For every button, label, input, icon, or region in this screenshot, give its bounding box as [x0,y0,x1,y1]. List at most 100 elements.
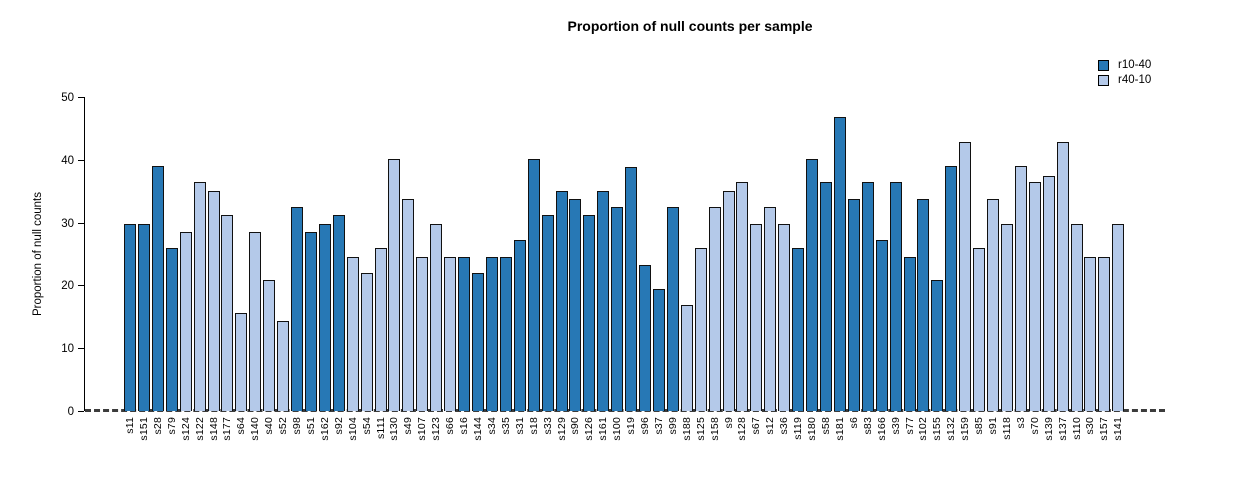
bar-s159 [959,142,972,411]
bar-s104 [346,257,359,411]
x-label-s144: s144 [472,417,484,441]
bar-s181 [833,117,846,411]
x-label-s30: s30 [1084,417,1097,435]
x-label-s52: s52 [277,417,290,435]
x-label-s70: s70 [1028,417,1041,435]
x-label-s148: s148 [207,417,220,441]
x-label-s99: s99 [666,417,679,435]
bar-s12 [764,206,777,411]
x-label-s3: s3 [1014,417,1027,429]
bar-s99 [666,206,679,411]
x-label-s40: s40 [263,417,276,435]
x-label-s130: s130 [388,417,401,441]
legend-item-r40-10: r40-10 [1098,73,1151,88]
bar-s54 [360,272,373,411]
x-label-s162: s162 [318,417,331,441]
x-label-s79: s79 [165,417,178,435]
x-label-s100: s100 [611,417,624,441]
legend-label-r40-10: r40-10 [1118,74,1152,86]
x-label-s155: s155 [931,417,944,441]
y-tick-40 [78,159,84,161]
bar-s35 [499,257,512,411]
bar-s52 [277,321,290,411]
legend-item-r10-40: r10-40 [1098,58,1151,73]
bar-s37 [652,288,665,411]
x-label-s6: s6 [847,417,860,429]
y-axis-line [84,97,85,411]
x-label-s188: s188 [680,417,693,441]
bar-s9 [722,191,735,411]
y-tick-label-40: 40 [61,154,74,167]
bar-s64 [235,313,248,411]
bar-s51 [304,232,317,411]
bar-s67 [750,223,763,411]
bar-s28 [151,166,164,411]
x-label-s166: s166 [875,417,888,441]
x-label-s49: s49 [402,417,415,435]
x-label-s85: s85 [973,417,986,435]
bar-s34 [485,257,498,411]
bar-s122 [193,182,206,411]
bar-s36 [778,223,791,411]
bar-s49 [402,198,415,411]
bar-s151 [137,223,150,411]
x-label-s92: s92 [332,417,345,435]
bar-s126 [583,215,596,411]
bar-s123 [430,223,443,411]
x-label-s36: s36 [778,417,791,435]
bar-s155 [931,280,944,411]
y-tick-label-20: 20 [61,280,74,293]
x-label-s83: s83 [861,417,874,435]
bar-s40 [263,280,276,411]
bar-s100 [611,206,624,411]
x-label-s12: s12 [764,417,777,435]
x-label-s128: s128 [736,417,749,441]
x-label-s157: s157 [1098,417,1111,441]
bar-s85 [973,247,986,411]
x-label-s34: s34 [485,417,498,435]
x-label-s123: s123 [430,417,443,441]
x-label-s19: s19 [625,417,638,435]
bar-s128 [736,182,749,411]
zero-baseline-dashed-line [85,409,1165,412]
x-label-s126: s126 [583,417,596,441]
bar-s3 [1014,166,1027,411]
y-tick-30 [78,222,84,224]
bar-s180 [806,158,819,411]
x-label-s18: s18 [527,417,540,435]
x-label-s51: s51 [304,417,317,435]
bar-s79 [165,247,178,411]
x-label-s39: s39 [889,417,902,435]
x-label-s96: s96 [639,417,652,435]
y-tick-10 [78,348,84,350]
x-label-s35: s35 [499,417,512,435]
bar-s137 [1056,142,1069,411]
x-label-s31: s31 [513,417,526,435]
bar-s140 [249,232,262,411]
bar-s129 [555,191,568,411]
x-label-s118: s118 [1000,417,1013,440]
x-label-s64: s64 [235,417,248,435]
bar-s90 [569,198,582,411]
y-tick-label-30: 30 [61,217,74,230]
x-label-s124: s124 [179,417,192,441]
x-label-s104: s104 [346,417,359,441]
y-tick-label-50: 50 [61,92,74,104]
x-label-s161: s161 [597,417,610,441]
x-label-s137: s137 [1056,417,1069,441]
x-label-s90: s90 [569,417,582,435]
x-label-s181: s181 [833,417,846,441]
x-label-s91: s91 [987,417,1000,435]
x-label-s180: s180 [806,417,819,441]
x-label-s9: s9 [722,417,735,429]
x-label-s111: s111 [374,417,387,440]
bar-s66 [444,257,457,411]
bar-s58 [820,182,832,411]
legend-swatch-r40-10 [1098,75,1109,86]
legend: r10-40 r40-10 [1098,58,1151,88]
chart-title: Proportion of null counts per sample [567,18,813,34]
bar-s124 [179,232,192,411]
bar-s139 [1042,175,1055,411]
bar-s33 [541,215,554,411]
